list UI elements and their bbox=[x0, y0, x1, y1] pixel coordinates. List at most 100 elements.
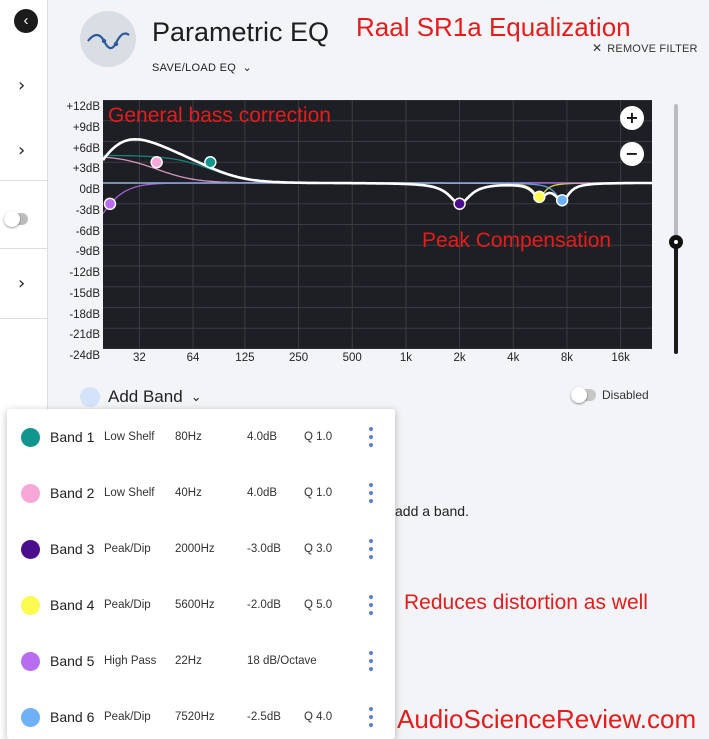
band-curve bbox=[103, 154, 652, 184]
zoom-slider-thumb[interactable] bbox=[669, 234, 683, 249]
band-handle bbox=[533, 190, 546, 204]
band-name: Band 1 bbox=[50, 429, 95, 445]
more-vertical-icon[interactable] bbox=[363, 649, 379, 673]
rail-divider bbox=[0, 318, 47, 319]
y-tick-label: -21dB bbox=[69, 329, 100, 342]
band-color-dot bbox=[21, 596, 40, 615]
x-tick-label: 4k bbox=[507, 352, 520, 364]
y-tick-label: -9dB bbox=[75, 246, 100, 259]
band-filter-type: High Pass bbox=[104, 655, 157, 667]
y-tick-label: 0dB bbox=[79, 184, 100, 196]
y-tick-label: -18dB bbox=[69, 308, 100, 321]
band-handle bbox=[453, 197, 466, 210]
band-color-dot bbox=[21, 652, 40, 671]
y-tick-label: -3dB bbox=[75, 204, 100, 217]
band-row[interactable]: Band 6 Peak/Dip 7520Hz -2.5dB Q 4.0 bbox=[7, 689, 395, 739]
x-tick-label: 125 bbox=[235, 352, 255, 364]
chevron-right-icon[interactable]: › bbox=[18, 75, 26, 96]
band-color-dot bbox=[21, 484, 40, 503]
band-handle bbox=[150, 156, 163, 169]
y-tick-label: -12dB bbox=[69, 267, 100, 279]
hint-text: add a band. bbox=[395, 503, 469, 519]
x-tick-label: 500 bbox=[342, 352, 362, 364]
band-name: Band 3 bbox=[50, 541, 95, 557]
zoom-in-button[interactable]: + bbox=[620, 106, 644, 130]
x-tick-label: 64 bbox=[186, 352, 200, 364]
y-tick-label: -15dB bbox=[69, 287, 100, 300]
x-tick-label: 2k bbox=[453, 352, 466, 364]
zoom-slider[interactable] bbox=[674, 104, 678, 354]
band-handle bbox=[204, 156, 217, 169]
eq-chart-svg bbox=[103, 100, 652, 349]
combined-eq-curve bbox=[103, 137, 652, 206]
band-q: Q 4.0 bbox=[304, 711, 333, 723]
band-gain: 4.0dB bbox=[247, 431, 278, 443]
band-name: Band 2 bbox=[50, 485, 95, 501]
more-vertical-icon[interactable] bbox=[363, 425, 379, 449]
add-band-label: Add Band bbox=[108, 387, 183, 406]
y-tick-label: +9dB bbox=[72, 121, 100, 134]
band-q: Q 1.0 bbox=[304, 487, 333, 499]
band-filter-type: Low Shelf bbox=[104, 487, 155, 499]
close-icon: ✕ bbox=[592, 41, 603, 55]
x-tick-label: 8k bbox=[560, 352, 573, 364]
remove-filter-button[interactable]: ✕ REMOVE FILTER bbox=[592, 41, 698, 55]
add-band-button[interactable]: Add Band ⌄ bbox=[80, 386, 202, 408]
annotation-bass: General bass correction bbox=[108, 104, 331, 127]
save-load-label: SAVE/LOAD EQ bbox=[152, 62, 237, 74]
zoom-slider-fill bbox=[674, 241, 678, 354]
chevron-right-icon[interactable]: › bbox=[18, 273, 26, 294]
band-gain: -2.0dB bbox=[247, 599, 281, 611]
back-icon[interactable]: ‹ bbox=[14, 9, 38, 33]
annotation-watermark: AudioScienceReview.com bbox=[397, 704, 697, 734]
band-row[interactable]: Band 4 Peak/Dip 5600Hz -2.0dB Q 5.0 bbox=[7, 577, 395, 633]
x-axis-labels: 32 64 125 250 500 1k 2k 4k 8k 16k bbox=[103, 352, 652, 368]
y-tick-label: +3dB bbox=[72, 163, 100, 176]
rail-divider bbox=[0, 248, 47, 249]
band-color-dot bbox=[21, 540, 40, 559]
band-row[interactable]: Band 2 Low Shelf 40Hz 4.0dB Q 1.0 bbox=[7, 465, 395, 521]
toggle-switch[interactable] bbox=[571, 387, 596, 403]
rail-divider bbox=[0, 180, 47, 181]
band-color-dot bbox=[21, 428, 40, 447]
band-gain: -3.0dB bbox=[247, 543, 281, 555]
band-color-dot bbox=[21, 708, 40, 727]
eq-wave-icon bbox=[80, 11, 136, 67]
more-vertical-icon[interactable] bbox=[363, 705, 379, 729]
band-name: Band 4 bbox=[50, 597, 95, 613]
band-filter-type: Peak/Dip bbox=[104, 543, 151, 555]
band-gain: 4.0dB bbox=[247, 487, 278, 499]
band-name: Band 5 bbox=[50, 653, 95, 669]
chevron-right-icon[interactable]: › bbox=[18, 140, 26, 161]
band-frequency: 22Hz bbox=[175, 655, 202, 667]
rail-toggle[interactable] bbox=[4, 211, 28, 227]
save-load-eq-button[interactable]: SAVE/LOAD EQ ⌄ bbox=[152, 61, 252, 74]
x-tick-label: 250 bbox=[288, 352, 309, 364]
y-tick-label: +6dB bbox=[72, 142, 100, 155]
band-filter-type: Peak/Dip bbox=[104, 711, 151, 723]
band-row[interactable]: Band 3 Peak/Dip 2000Hz -3.0dB Q 3.0 bbox=[7, 521, 395, 577]
band-filter-type: Peak/Dip bbox=[104, 599, 151, 611]
remove-filter-label: REMOVE FILTER bbox=[607, 43, 698, 55]
band-frequency: 5600Hz bbox=[175, 599, 215, 611]
band-q: Q 3.0 bbox=[304, 543, 333, 555]
band-frequency: 40Hz bbox=[175, 487, 202, 499]
y-tick-label: -6dB bbox=[75, 225, 100, 238]
y-tick-label: +12dB bbox=[66, 101, 100, 113]
eq-chart[interactable]: + − bbox=[103, 100, 652, 349]
band-name: Band 6 bbox=[50, 709, 95, 725]
eq-enable-toggle[interactable]: Disabled bbox=[571, 387, 649, 403]
more-vertical-icon[interactable] bbox=[363, 481, 379, 505]
x-tick-label: 16k bbox=[611, 352, 630, 364]
disabled-label: Disabled bbox=[602, 388, 649, 402]
more-vertical-icon[interactable] bbox=[363, 593, 379, 617]
page-title: Parametric EQ bbox=[152, 17, 330, 47]
band-color-dot bbox=[80, 387, 100, 407]
band-row[interactable]: Band 1 Low Shelf 80Hz 4.0dB Q 1.0 bbox=[7, 409, 395, 465]
zoom-out-button[interactable]: − bbox=[620, 142, 644, 166]
more-vertical-icon[interactable] bbox=[363, 537, 379, 561]
band-filter-type: Low Shelf bbox=[104, 431, 155, 443]
band-q: Q 5.0 bbox=[304, 599, 333, 611]
band-q: Q 1.0 bbox=[304, 431, 333, 443]
band-row[interactable]: Band 5 High Pass 22Hz 18 dB/Octave bbox=[7, 633, 395, 689]
